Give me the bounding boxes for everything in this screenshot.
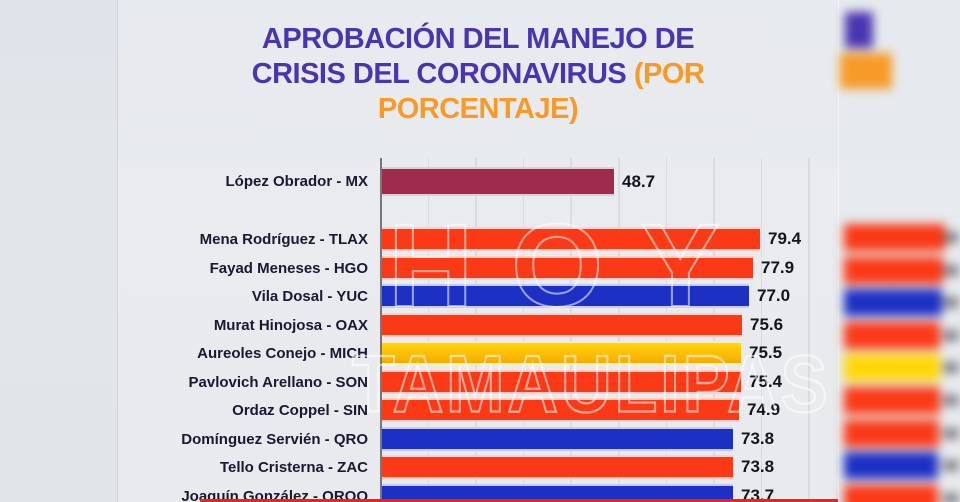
chart-title-line2: CRISIS DEL CORONAVIRUS (POR — [118, 57, 838, 92]
table-row: Aureoles Conejo - MICH 75.5 — [0, 341, 960, 365]
bar — [382, 284, 749, 308]
chart-title: APROBACIÓN DEL MANEJO DE CRISIS DEL CORO… — [118, 22, 838, 127]
bar-value: 73.8 — [741, 457, 775, 476]
bar-label: Pavlovich Arellano - SON — [188, 373, 369, 391]
chart-title-line2-orange: (POR — [633, 58, 705, 90]
blurred-left-margin — [0, 0, 118, 502]
bar-label: Mena Rodríguez - TLAX — [199, 230, 368, 248]
chart-title-line1: APROBACIÓN DEL MANEJO DE — [261, 23, 695, 55]
table-row: Ordaz Coppel - SIN 74.9 — [0, 398, 960, 422]
bar-value: 75.6 — [750, 315, 784, 334]
bar — [382, 227, 760, 251]
table-row: Murat Hinojosa - OAX 75.6 — [0, 313, 960, 337]
blurred-shape — [943, 427, 959, 439]
blurred-shape — [844, 256, 943, 284]
bar — [382, 341, 741, 365]
blurred-shape — [844, 452, 938, 480]
table-row: Mena Rodríguez - TLAX 79.4 — [0, 227, 960, 251]
chart-title-line3: PORCENTAJE) — [377, 93, 579, 125]
table-row: Tello Cristerna - ZAC 73.8 — [0, 455, 960, 479]
bar — [382, 256, 753, 280]
bar-label: Fayad Meneses - HGO — [209, 259, 368, 277]
table-row: López Obrador - MX 48.7 — [0, 167, 960, 196]
bar-value: 75.4 — [749, 372, 783, 391]
bar-label: Tello Cristerna - ZAC — [219, 458, 368, 476]
blurred-shape — [844, 289, 942, 317]
bar — [382, 484, 733, 502]
blurred-shape — [943, 329, 959, 341]
bar-value: 74.9 — [747, 400, 781, 419]
blurred-shape — [844, 354, 940, 382]
bar-label: Murat Hinojosa - OAX — [213, 316, 368, 334]
blurred-shape — [844, 224, 945, 251]
blurred-shape — [943, 264, 959, 276]
blurred-shape — [840, 53, 892, 89]
bar-value: 77.0 — [757, 286, 791, 305]
bar — [382, 370, 741, 394]
bar-label: Joaquín González - QROO — [181, 487, 368, 502]
bar — [382, 313, 742, 337]
blurred-shape — [943, 395, 959, 406]
blurred-shape — [943, 460, 959, 472]
bar-value: 73.7 — [741, 486, 775, 502]
bar — [382, 455, 733, 479]
gridline — [808, 158, 810, 502]
blurred-shape — [844, 419, 939, 447]
blurred-shape — [844, 387, 940, 414]
bar — [382, 427, 733, 451]
next-bar-edge — [200, 499, 838, 502]
blurred-shape — [845, 12, 873, 48]
bar-label: López Obrador - MX — [225, 173, 369, 190]
blurred-chart-reflection — [839, 0, 960, 502]
bar-value: 73.8 — [741, 429, 775, 448]
table-row: Pavlovich Arellano - SON 75.4 — [0, 370, 960, 394]
table-row: Joaquín González - QROO 73.7 — [0, 484, 960, 502]
blurred-shape — [844, 484, 938, 502]
bar-value: 79.4 — [768, 229, 802, 248]
bar-value: 75.5 — [749, 343, 783, 362]
table-row: Vila Dosal - YUC 77.0 — [0, 284, 960, 308]
blurred-shape — [943, 362, 959, 374]
table-row: Domínguez Servién - QRO 73.8 — [0, 427, 960, 451]
blurred-right-margin — [838, 0, 960, 502]
bar-label: Vila Dosal - YUC — [251, 287, 368, 305]
bar-value: 77.9 — [761, 258, 795, 277]
bar-label: Domínguez Servién - QRO — [181, 430, 368, 448]
bar — [382, 167, 614, 196]
blurred-shape — [943, 232, 959, 243]
bar — [382, 398, 739, 422]
bar-label: Aureoles Conejo - MICH — [197, 344, 368, 362]
blurred-shape — [943, 492, 959, 502]
gridline — [760, 158, 763, 502]
bar-label: Ordaz Coppel - SIN — [232, 401, 368, 419]
blurred-shape — [943, 297, 959, 309]
table-row: Fayad Meneses - HGO 77.9 — [0, 256, 960, 280]
bar-value: 48.7 — [622, 171, 656, 191]
chart-title-line2-purple: CRISIS DEL CORONAVIRUS — [251, 58, 634, 90]
value-axis-line — [380, 158, 382, 502]
blurred-shape — [844, 321, 940, 349]
